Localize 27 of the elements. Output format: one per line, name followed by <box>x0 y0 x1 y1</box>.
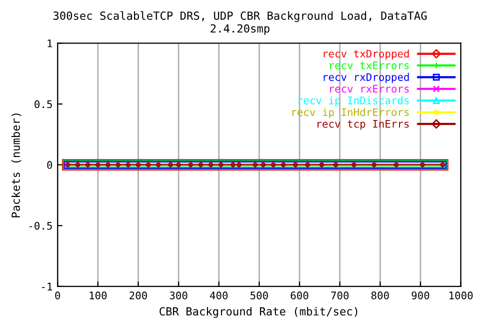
legend-label: recv rxErrors <box>330 84 409 93</box>
x-tick-label: 300 <box>170 292 188 300</box>
y-tick-label: 0 <box>47 161 52 169</box>
x-tick-label: 1000 <box>450 292 473 300</box>
y-axis-title: Packets (number) <box>11 114 22 218</box>
legend-label: recv ip InDiscards <box>298 96 409 106</box>
y-tick-label: 0.5 <box>34 100 52 108</box>
x-axis-title: CBR Background Rate (mbit/sec) <box>160 306 358 318</box>
x-tick-label: 0 <box>55 292 60 300</box>
x-tick-label: 800 <box>371 292 389 300</box>
chart-subtitle: 2.4.20smp <box>210 24 270 35</box>
x-tick-label: 700 <box>331 292 349 300</box>
chart-title: 300sec ScalableTCP DRS, UDP CBR Background Load, DataTAG <box>53 11 427 22</box>
legend-label: recv rxDropped <box>324 72 409 83</box>
y-tick-label: -1 <box>42 282 52 290</box>
y-tick-label: -0.5 <box>29 222 52 230</box>
x-tick-label: 100 <box>90 292 107 300</box>
x-tick-label: 600 <box>290 292 308 300</box>
legend-label: recv txErrors <box>330 62 409 70</box>
legend-label: recv ip InHdrErrors <box>292 108 409 118</box>
legend-label: recv tcp InErrs <box>318 120 409 130</box>
x-tick-label: 400 <box>210 292 228 300</box>
y-tick-label: 1 <box>48 40 52 48</box>
x-tick-label: 200 <box>130 292 147 300</box>
x-tick-label: 500 <box>250 292 268 300</box>
x-tick-label: 900 <box>412 292 430 300</box>
legend-label: recv txDropped <box>324 50 409 60</box>
